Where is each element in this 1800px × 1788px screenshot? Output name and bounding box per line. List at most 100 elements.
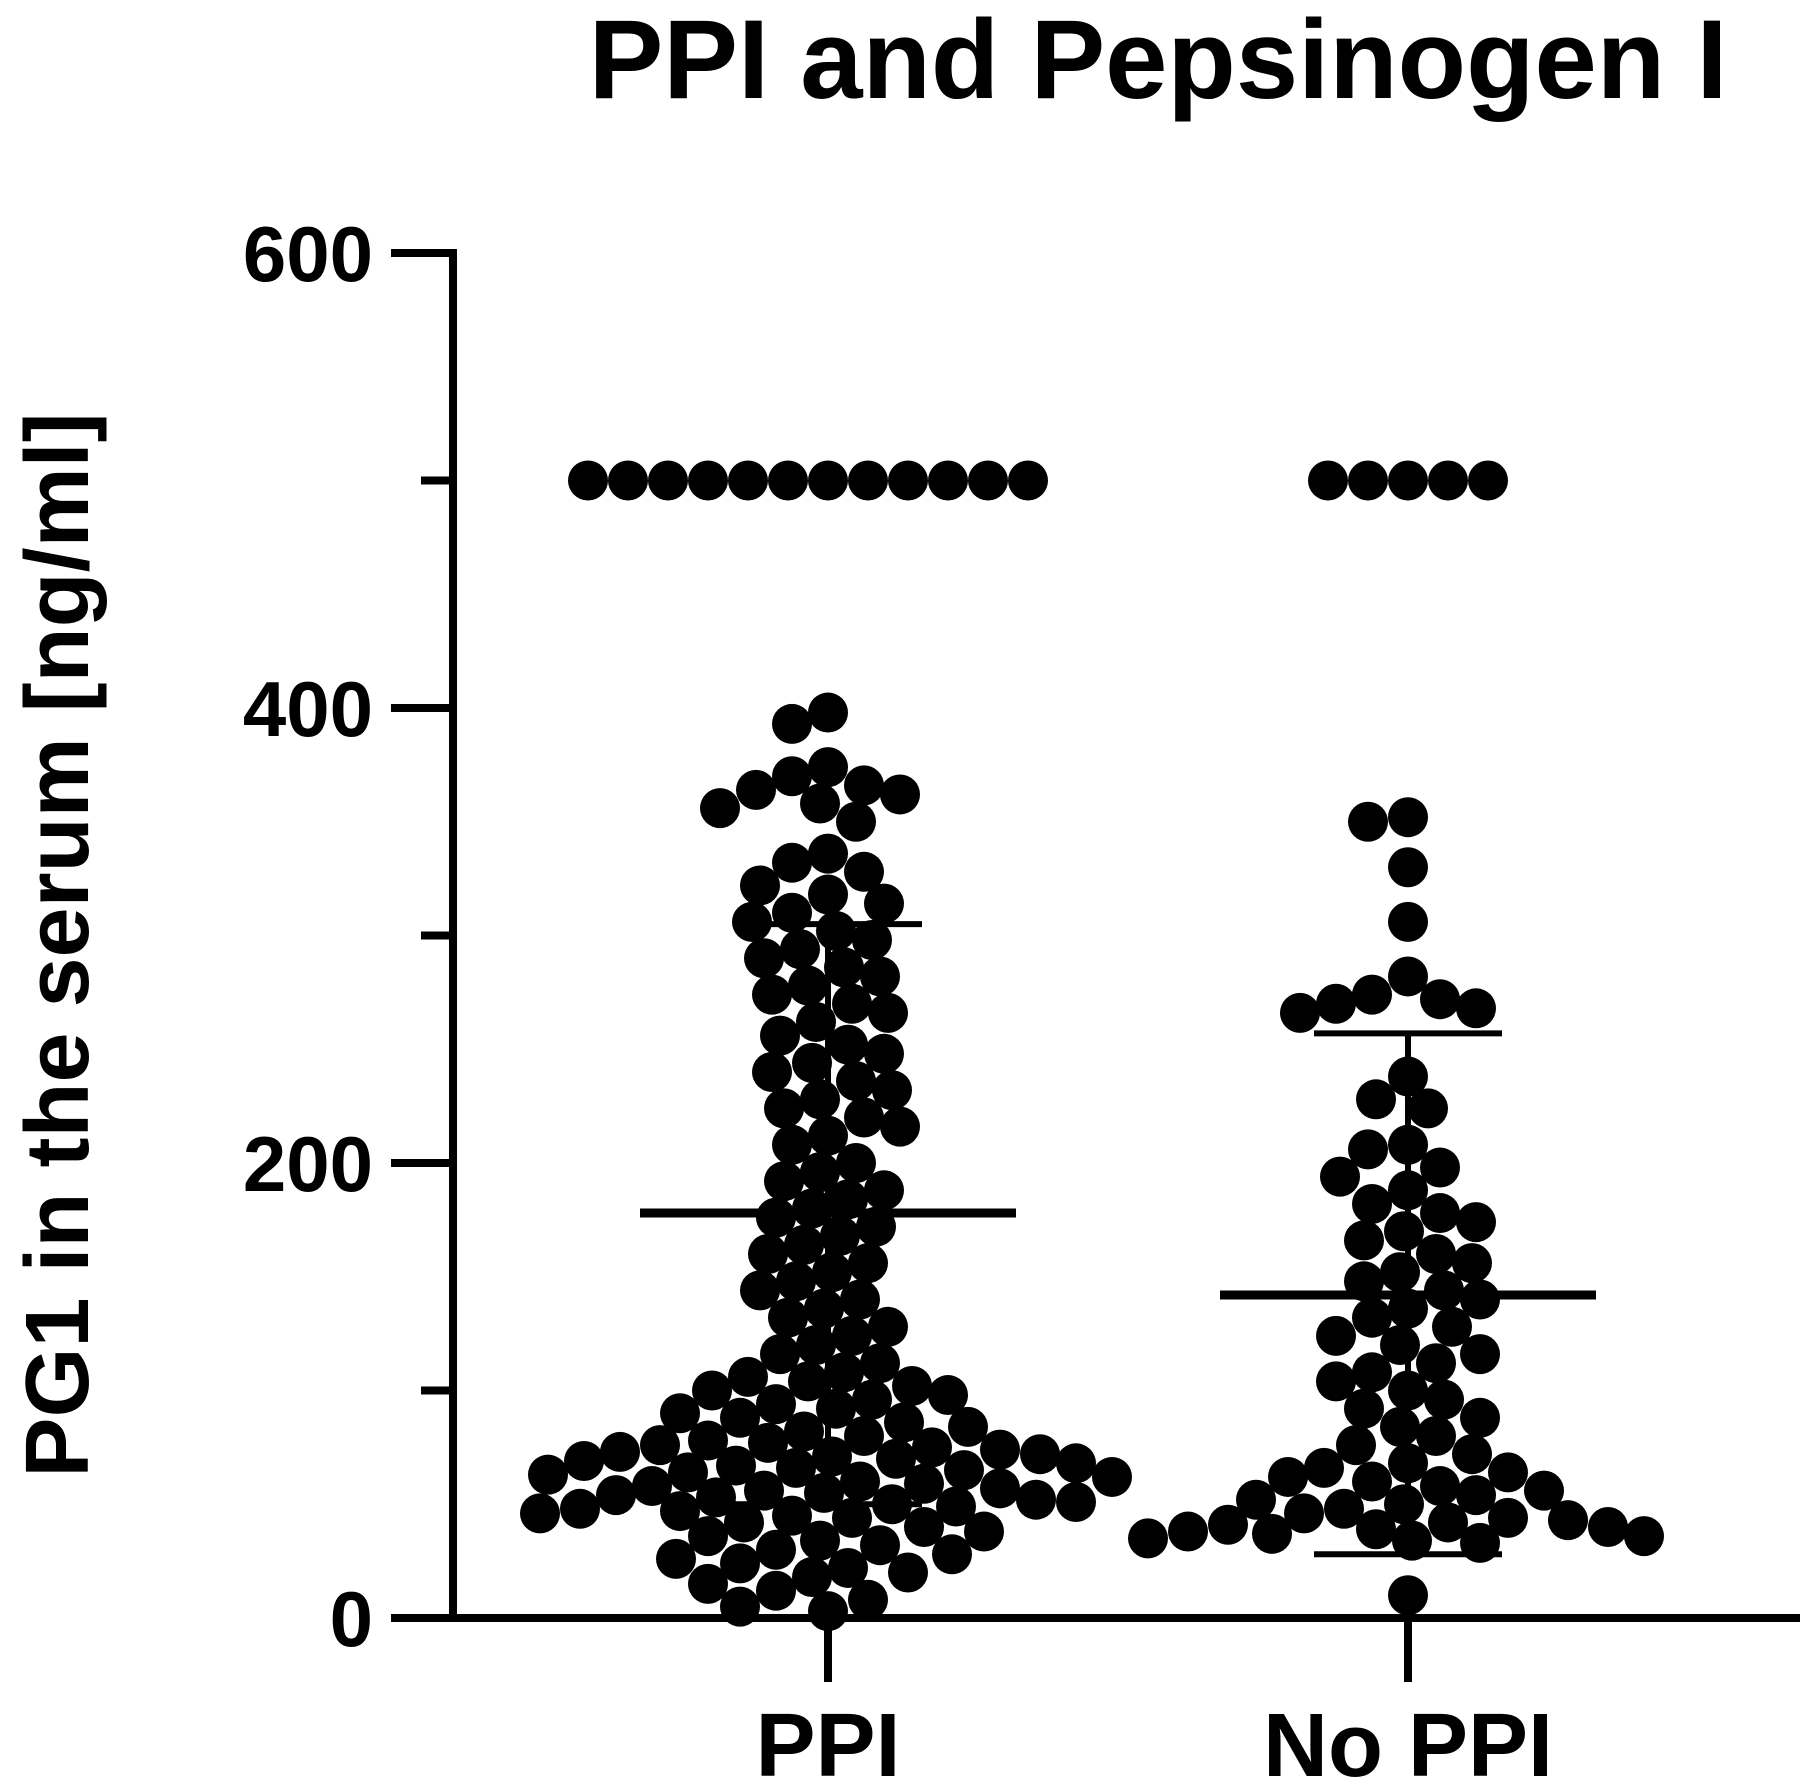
data-point: [564, 1441, 604, 1482]
data-point: [1356, 1079, 1396, 1120]
data-point: [800, 783, 840, 824]
data-point: [1352, 1461, 1392, 1502]
data-point: [888, 1552, 928, 1593]
data-point: [780, 929, 820, 970]
data-point: [760, 1334, 800, 1375]
x-categories: PPI No PPI: [755, 1618, 1553, 1788]
data-point: [596, 1475, 636, 1516]
data-point: [824, 1352, 864, 1393]
data-point: [752, 974, 792, 1015]
data-point: [772, 756, 812, 797]
data-point: [1208, 1504, 1248, 1545]
data-point: [1420, 1147, 1460, 1188]
data-point: [784, 1224, 824, 1265]
data-point: [848, 1579, 888, 1620]
data-point: [1324, 1488, 1364, 1529]
data-point: [832, 983, 872, 1024]
data-point: [876, 1438, 916, 1479]
data-point: [1316, 983, 1356, 1024]
data-point: [1304, 1447, 1344, 1488]
data-point: [804, 1288, 844, 1329]
data-point: [768, 460, 808, 501]
axes: [449, 249, 1800, 1622]
data-point: [764, 1088, 804, 1129]
data-point: [1352, 1183, 1392, 1224]
data-point: [792, 1042, 832, 1083]
data-point: [868, 992, 908, 1033]
data-point: [1348, 460, 1388, 501]
data-point: [776, 1261, 816, 1302]
data-point: [692, 1370, 732, 1411]
data-point: [928, 1375, 968, 1416]
data-point: [1388, 460, 1428, 501]
data-point: [812, 1436, 852, 1477]
data-point: [1456, 988, 1496, 1029]
data-point: [1452, 1434, 1492, 1475]
data-point: [884, 1402, 924, 1443]
data-point: [964, 1511, 1004, 1552]
data-point: [1348, 1129, 1388, 1170]
data-point: [1452, 1243, 1492, 1284]
data-point: [864, 1170, 904, 1211]
data-point: [1384, 1211, 1424, 1252]
y-axis-label: PG1 in the serum [ng/ml]: [8, 412, 108, 1477]
data-point: [728, 460, 768, 501]
data-point: [640, 1425, 680, 1466]
data-point: [936, 1486, 976, 1527]
data-point: [1020, 1434, 1060, 1475]
data-point: [688, 460, 728, 501]
data-point: [832, 1497, 872, 1538]
data-point: [1352, 1352, 1392, 1393]
data-point: [772, 1124, 812, 1165]
data-point: [1384, 1484, 1424, 1525]
x-category-label: No PPI: [1263, 1696, 1553, 1788]
data-point: [1388, 956, 1428, 997]
data-point: [1284, 1493, 1324, 1534]
data-point: [948, 1406, 988, 1447]
data-point: [888, 460, 928, 501]
x-category-label: PPI: [755, 1696, 900, 1788]
data-point: [1420, 979, 1460, 1020]
data-point: [1092, 1456, 1132, 1497]
data-point: [748, 1234, 788, 1274]
data-point: [932, 1534, 972, 1575]
y-tick-label: 600: [243, 210, 373, 298]
data-point: [808, 874, 848, 915]
data-point: [1432, 1306, 1472, 1347]
data-point: [1236, 1479, 1276, 1520]
data-point: [772, 703, 812, 744]
data-point: [1280, 992, 1320, 1033]
data-point: [1420, 1193, 1460, 1234]
data-point: [1268, 1456, 1308, 1497]
data-point: [800, 1079, 840, 1120]
data-point: [1352, 974, 1392, 1015]
data-point: [868, 1306, 908, 1347]
data-point: [892, 1365, 932, 1406]
data-point: [784, 1411, 824, 1452]
data-point: [800, 1520, 840, 1561]
data-point: [688, 1420, 728, 1461]
data-point: [1524, 1470, 1564, 1511]
data-point: [1388, 901, 1428, 942]
data-point: [844, 1097, 884, 1138]
data-point: [1460, 1397, 1500, 1438]
data-point: [844, 1416, 884, 1456]
data-point: [744, 1470, 784, 1511]
data-point: [656, 1538, 696, 1579]
data-point: [1488, 1452, 1528, 1493]
data-point: [788, 965, 828, 1006]
data-point: [1460, 1279, 1500, 1320]
data-point: [944, 1450, 984, 1491]
data-point: [880, 774, 920, 815]
data-point: [1408, 1088, 1448, 1129]
data-point: [1416, 1234, 1456, 1274]
data-point: [756, 1529, 796, 1570]
data-point: [1548, 1500, 1588, 1541]
data-point: [756, 1570, 796, 1611]
data-point: [724, 1502, 764, 1543]
data-point: [840, 1461, 880, 1502]
data-point: [792, 1188, 832, 1229]
data-point: [844, 851, 884, 892]
data-point: [1344, 1388, 1384, 1429]
data-point: [1424, 1379, 1464, 1420]
